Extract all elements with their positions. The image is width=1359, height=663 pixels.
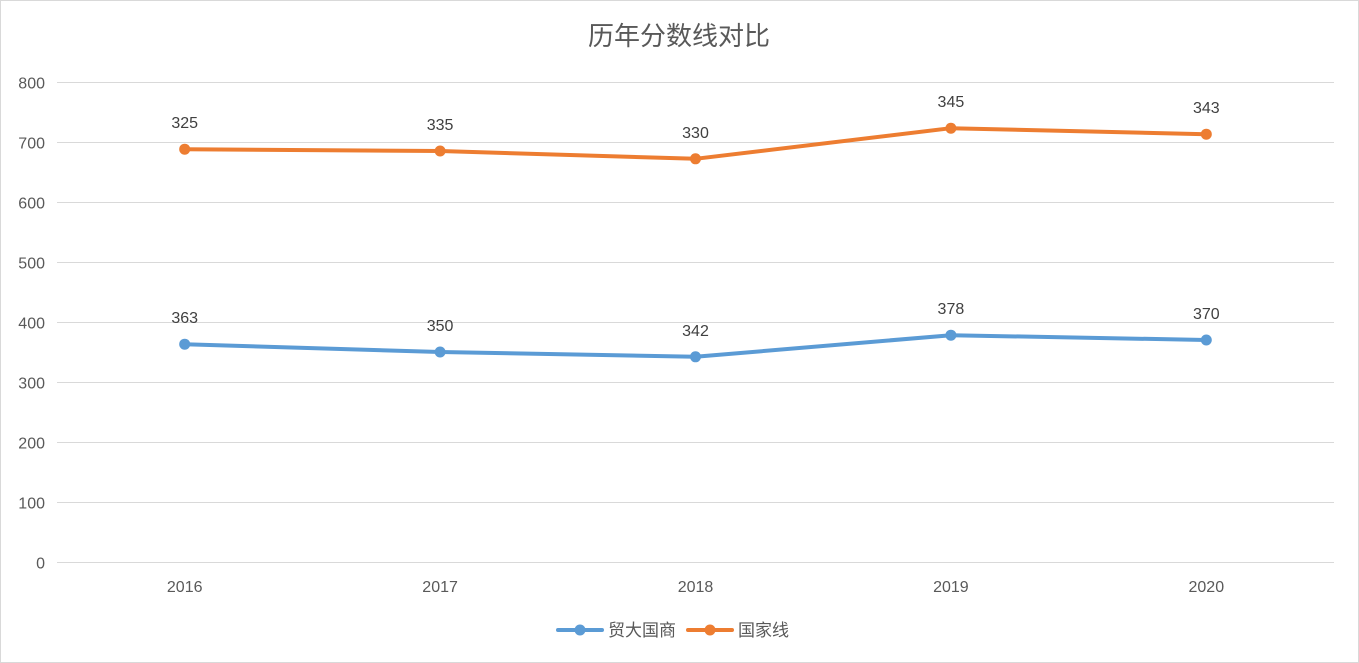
legend-label: 贸大国商	[608, 621, 676, 641]
x-tick-label: 2017	[422, 579, 458, 596]
data-point	[945, 329, 957, 341]
y-tick-label: 600	[18, 196, 45, 213]
data-label: 370	[1193, 306, 1220, 323]
data-label: 343	[1193, 100, 1220, 117]
data-point	[434, 346, 446, 358]
x-tick-label: 2016	[167, 579, 203, 596]
y-tick-label: 100	[18, 496, 45, 513]
data-point	[690, 351, 701, 363]
chart-title: 历年分数线对比	[588, 22, 770, 52]
data-label: 325	[171, 115, 198, 132]
legend-item-1: 国家线	[686, 621, 789, 641]
data-label: 345	[938, 94, 965, 111]
data-point	[179, 143, 191, 155]
data-point	[434, 145, 446, 157]
data-point	[1200, 128, 1212, 140]
y-tick-label: 700	[18, 136, 45, 153]
legend-marker	[704, 624, 716, 636]
x-tick-label: 2020	[1189, 579, 1225, 596]
series-lines	[179, 122, 1212, 363]
legend-marker	[574, 624, 586, 636]
data-label: 350	[427, 318, 454, 335]
y-tick-label: 400	[18, 316, 45, 333]
data-point	[690, 153, 701, 165]
data-label: 330	[682, 125, 709, 142]
data-point	[179, 338, 191, 350]
data-point	[945, 122, 957, 134]
legend-label: 国家线	[738, 621, 789, 641]
legend-item-0: 贸大国商	[556, 621, 676, 641]
data-labels: 363 350 342 378 370 325 335 330 345 343	[171, 94, 1219, 340]
y-tick-label: 800	[18, 76, 45, 93]
y-tick-label: 200	[18, 436, 45, 453]
y-axis-ticks: 0 100 200 300 400 500 600 700 800	[18, 76, 45, 573]
data-label: 363	[171, 310, 198, 327]
gridlines	[57, 82, 1334, 563]
data-label: 342	[682, 323, 709, 340]
data-point	[1200, 334, 1212, 346]
data-label: 335	[427, 117, 454, 134]
x-tick-label: 2019	[933, 579, 969, 596]
y-tick-label: 300	[18, 376, 45, 393]
data-label: 378	[938, 301, 965, 318]
x-axis-ticks: 2016 2017 2018 2019 2020	[167, 579, 1224, 596]
y-tick-label: 500	[18, 256, 45, 273]
legend: 贸大国商 国家线	[556, 621, 789, 641]
x-tick-label: 2018	[678, 579, 714, 596]
y-tick-label: 0	[36, 556, 45, 573]
